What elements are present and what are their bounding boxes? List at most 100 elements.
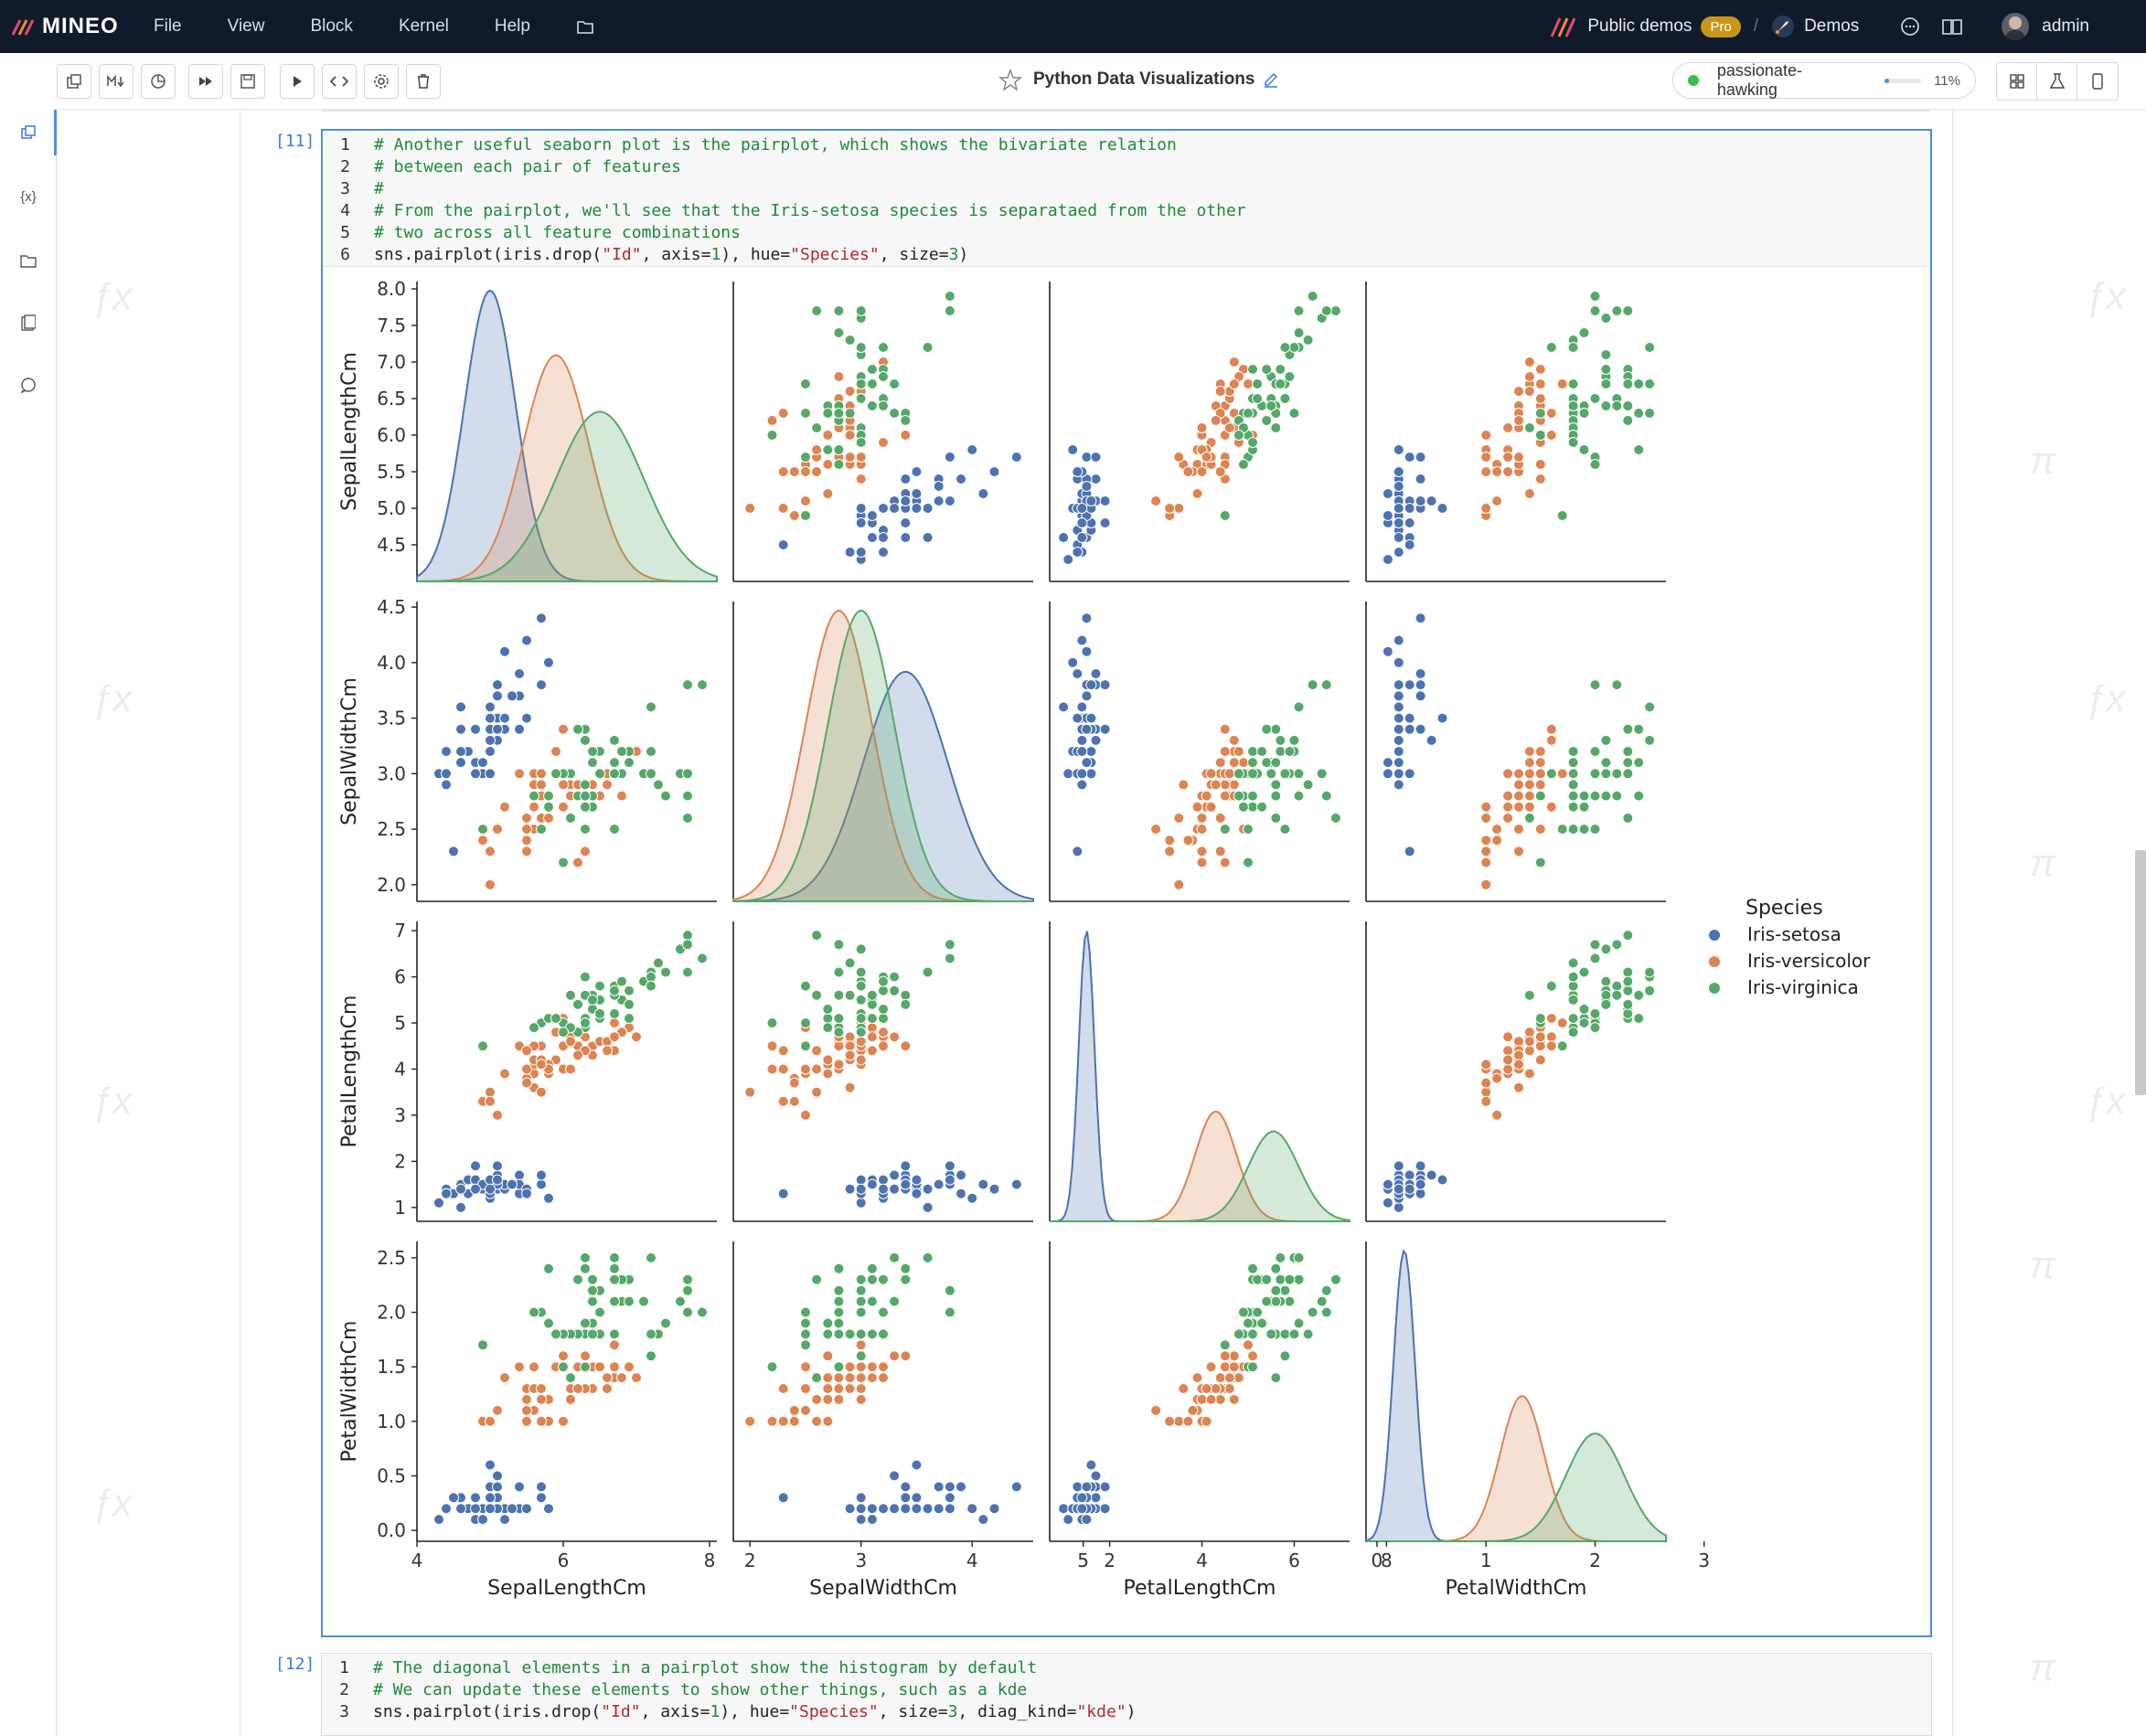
code-editor[interactable]: 1 # Another useful seaborn plot is the pa… (323, 131, 1930, 267)
scatter-point (536, 1169, 547, 1181)
scatter-point (878, 1013, 889, 1024)
scatter-point (536, 779, 547, 791)
scatter-point (1523, 768, 1535, 780)
app-logo[interactable]: MINEO (11, 14, 139, 39)
legend-entry: Iris-virginica (1747, 976, 1859, 998)
code-line[interactable]: 1 # The diagonal elements in a pairplot s… (322, 1657, 1931, 1679)
code-line[interactable]: 3 # (323, 178, 1930, 200)
scatter-point (485, 1459, 496, 1471)
block-settings-button[interactable] (364, 64, 399, 99)
mobile-view-button[interactable] (2077, 63, 2118, 100)
scatter-point (1307, 291, 1319, 302)
scatter-point (1644, 966, 1656, 978)
code-cell-active[interactable]: 1 # Another useful seaborn plot is the pa… (321, 129, 1932, 1637)
scatter-point (844, 430, 856, 441)
sidebar-variables-icon[interactable]: {x} (20, 188, 37, 205)
scatter-point (933, 495, 945, 506)
scatter-point (485, 734, 496, 746)
scatter-point (1228, 779, 1240, 791)
scatter-point (1164, 835, 1176, 847)
scatter-point (470, 1160, 481, 1172)
scatter-point (580, 1017, 591, 1028)
scatter-point (833, 1372, 845, 1384)
scatter-point (485, 701, 496, 713)
scatter-point (1099, 1481, 1111, 1493)
lab-view-button[interactable] (2037, 63, 2077, 100)
add-markdown-block-button[interactable] (99, 64, 133, 99)
scatter-point (855, 452, 867, 463)
workspace-name[interactable]: Public demos (1587, 16, 1692, 36)
scatter-point (1534, 779, 1546, 791)
scatter-point (499, 801, 510, 813)
scatter-point (800, 510, 811, 521)
scatter-point (580, 790, 591, 802)
code-line[interactable]: 2 # between each pair of features (323, 156, 1930, 178)
code-line[interactable]: 4 # From the pairplot, we'll see that the… (323, 200, 1930, 222)
scatter-point (587, 757, 598, 769)
star-icon[interactable] (998, 69, 1022, 91)
code-line[interactable]: 5 # two across all feature combinations (323, 222, 1930, 244)
kde-curve-iris-setosa (732, 670, 1034, 902)
project-name[interactable]: Demos (1804, 16, 1860, 36)
scatter-point (1534, 364, 1546, 375)
scatter-point (1491, 1109, 1503, 1121)
delete-block-button[interactable] (406, 64, 441, 99)
menu-block[interactable]: Block (310, 16, 353, 36)
run-block-button[interactable] (280, 64, 315, 99)
open-folder-icon[interactable] (576, 18, 596, 35)
code-cell[interactable]: 1 # The diagonal elements in a pairplot s… (321, 1653, 1932, 1736)
scatter-point (660, 790, 671, 802)
left-sidebar: {x} (0, 110, 57, 1736)
menu-view[interactable]: View (227, 16, 265, 36)
scatter-point (855, 393, 867, 404)
scatter-point (866, 1045, 878, 1057)
chat-icon[interactable] (1899, 16, 1921, 37)
scatter-point (766, 415, 778, 426)
sidebar-clipboard-icon[interactable] (16, 311, 40, 335)
scatter-point (682, 930, 693, 942)
scatter-point (1243, 408, 1254, 419)
scatter-point (811, 305, 823, 316)
scatter-point (1329, 1273, 1341, 1285)
grid-view-button[interactable] (1997, 63, 2037, 100)
scatter-point (1293, 327, 1305, 338)
scatter-point (1237, 459, 1249, 470)
book-icon[interactable] (1941, 16, 1965, 37)
run-all-button[interactable] (188, 64, 223, 99)
sidebar-comments-icon[interactable] (16, 373, 40, 397)
grid-icon (2009, 74, 2024, 89)
save-button[interactable] (230, 64, 265, 99)
scatter-point (855, 1383, 867, 1394)
y-tick-label: 2.5 (377, 1247, 406, 1269)
scatter-point (1293, 768, 1305, 780)
cell-output: 4.5 5.0 5.5 6.0 6.5 7.0 7.5 8.0 SepalLengthCm 2.0… (323, 267, 1930, 1643)
scatter-point (1247, 1262, 1258, 1274)
add-chart-block-button[interactable] (141, 64, 176, 99)
scatter-point (1545, 734, 1557, 746)
sidebar-blocks-icon[interactable] (16, 121, 40, 144)
user-name[interactable]: admin (2042, 16, 2089, 36)
kde-curve-iris-virginica (1050, 1130, 1351, 1222)
scatter-point (1261, 757, 1273, 769)
menu-file[interactable]: File (154, 16, 182, 36)
add-code-block-button[interactable] (57, 64, 91, 99)
scatter-point (1534, 824, 1546, 835)
scatter-point (1247, 364, 1258, 375)
code-line[interactable]: 3 sns.pairplot(iris.drop("Id", axis= 1), h… (322, 1701, 1931, 1723)
code-line[interactable]: 2 # We can update these elements to show … (322, 1679, 1931, 1701)
scatter-point (1178, 1383, 1190, 1394)
menu-help[interactable]: Help (494, 16, 530, 36)
kernel-usage-bar (1884, 78, 1922, 83)
edit-pencil-icon[interactable] (1262, 70, 1280, 89)
kernel-status[interactable]: passionate-hawking 11% (1672, 61, 1976, 99)
page-scrollbar[interactable] (2135, 850, 2146, 1095)
avatar[interactable] (2002, 13, 2030, 40)
menu-kernel[interactable]: Kernel (398, 16, 449, 36)
sidebar-files-icon[interactable] (16, 249, 40, 272)
code-line[interactable]: 1 # Another useful seaborn plot is the pa… (323, 134, 1930, 156)
toggle-code-button[interactable] (322, 64, 357, 99)
scatter-point (855, 1372, 867, 1384)
code-line[interactable]: 6 sns.pairplot(iris.drop("Id", axis= 1), h… (323, 244, 1930, 266)
kde-curve-iris-virginica (732, 609, 1033, 902)
code-editor[interactable]: 1 # The diagonal elements in a pairplot s… (322, 1654, 1931, 1723)
